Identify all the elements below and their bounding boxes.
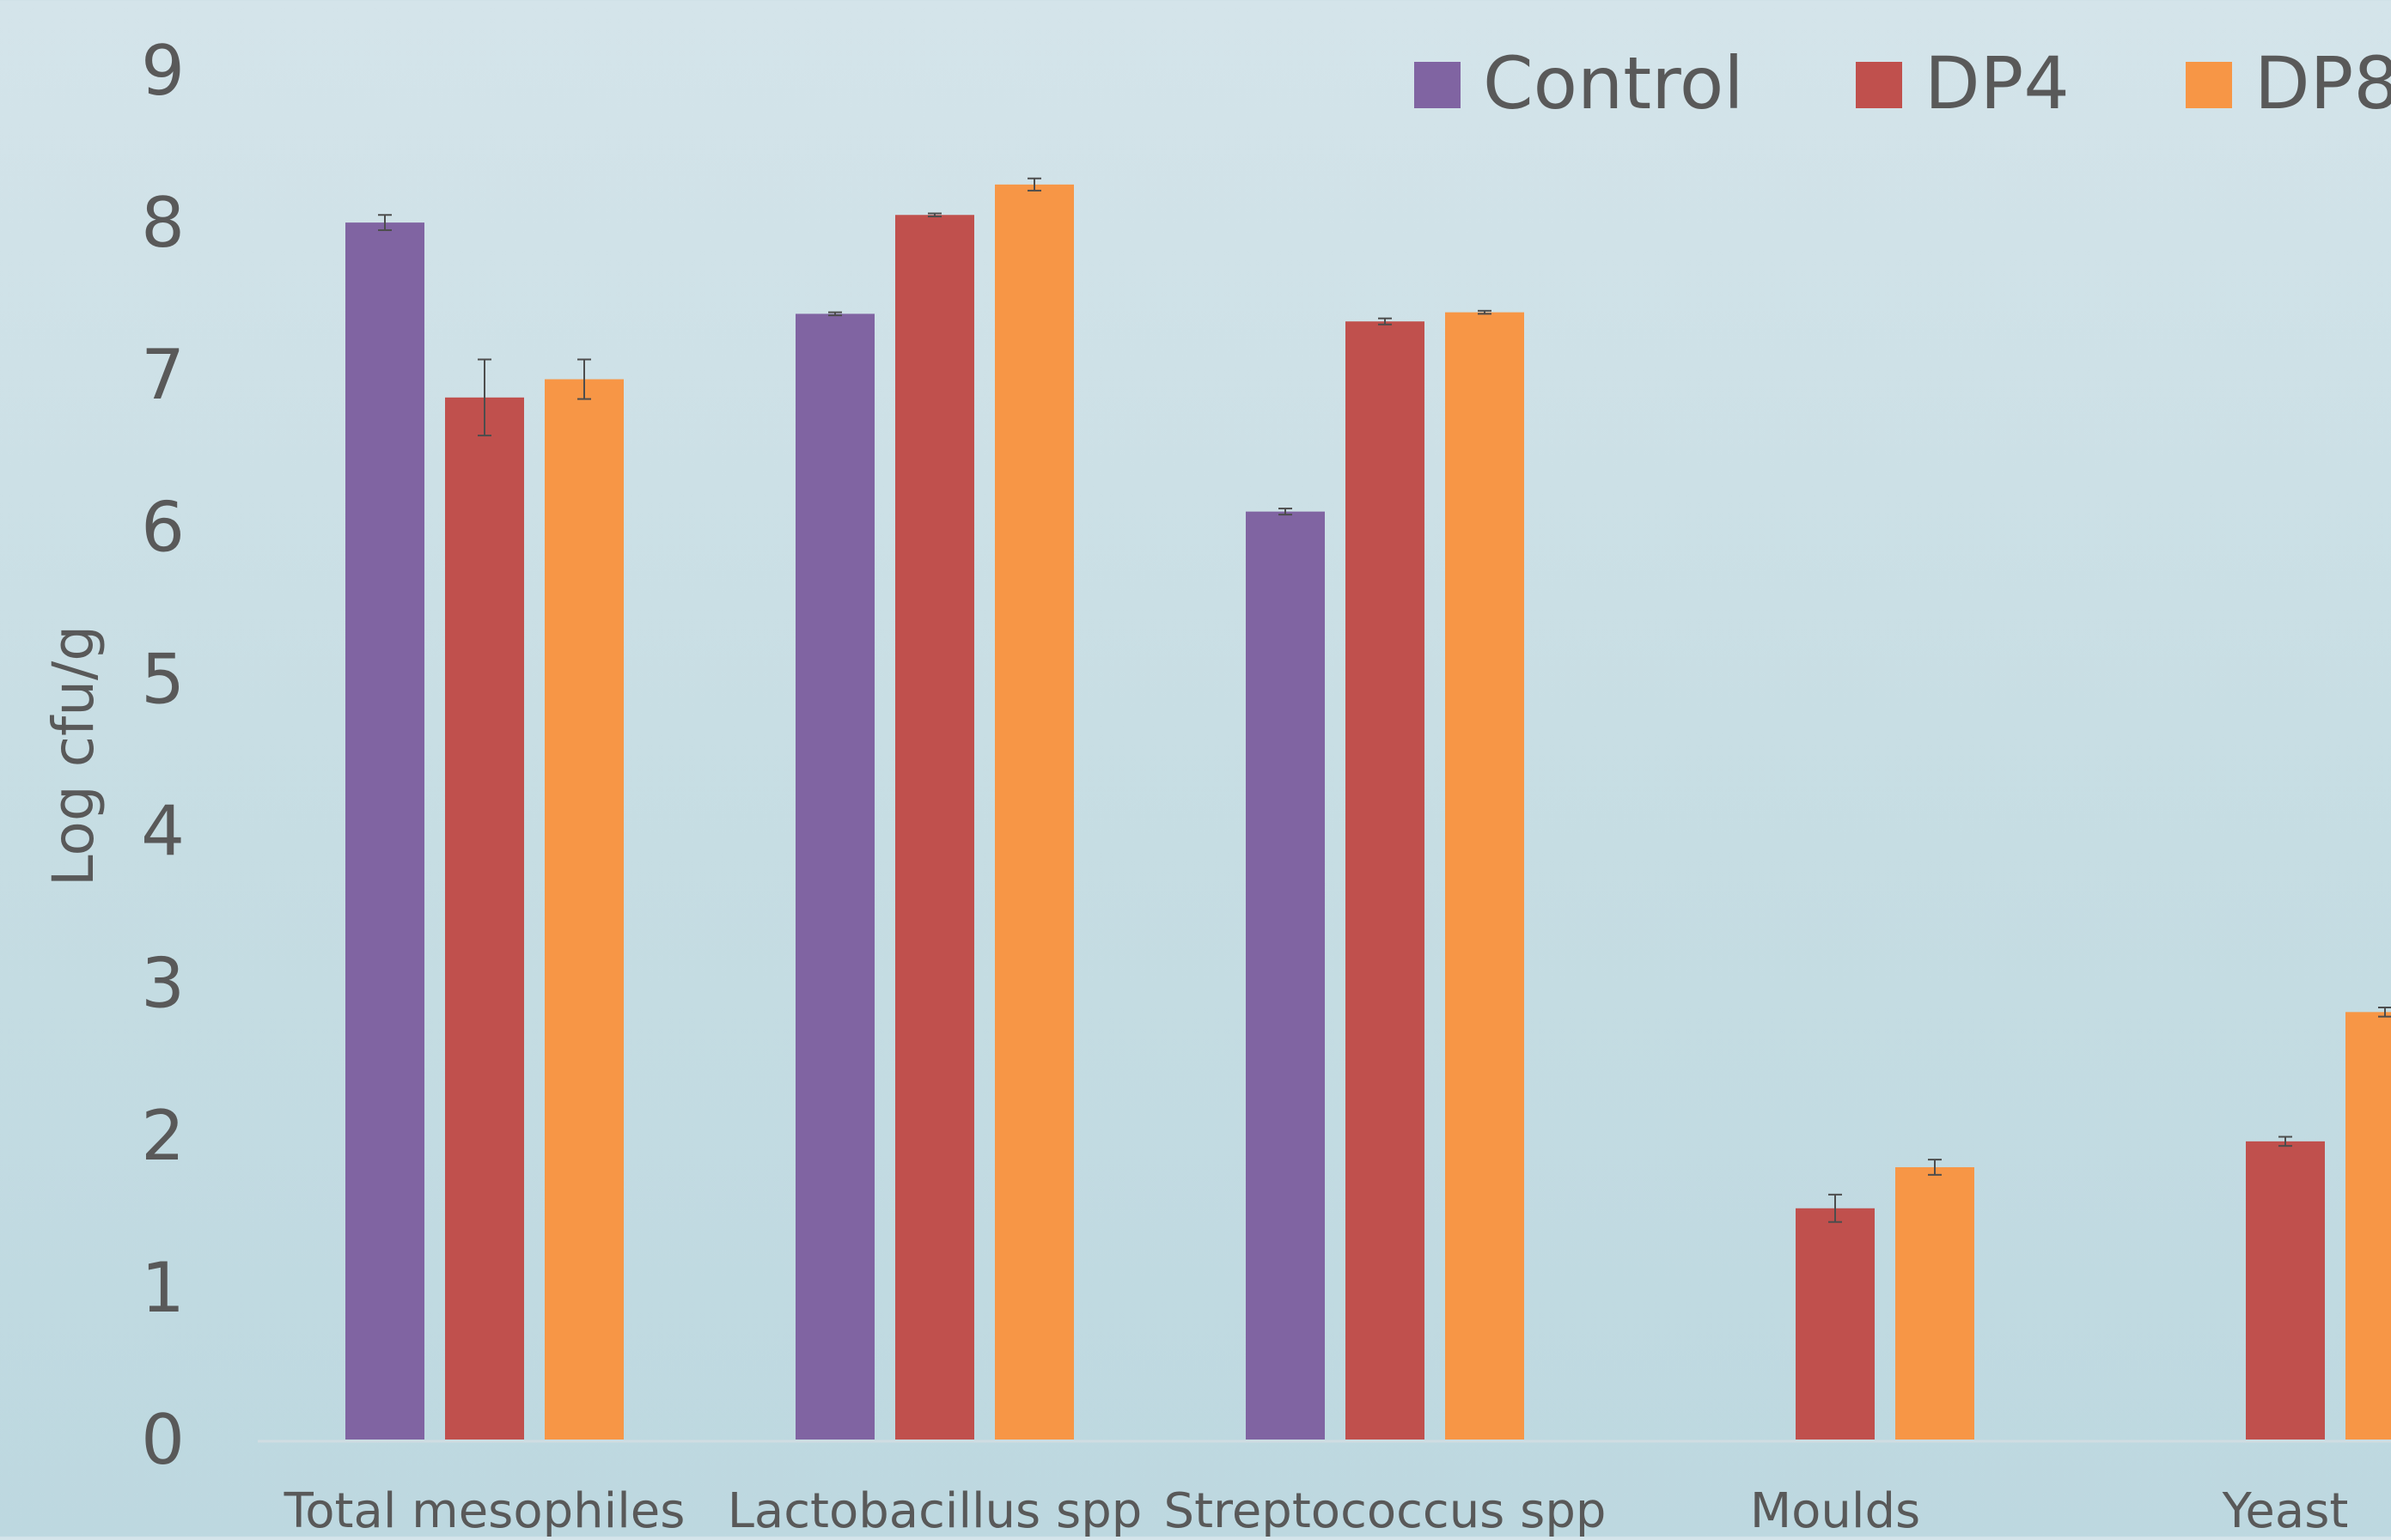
legend-item-dp8: DP8 <box>2186 41 2391 125</box>
legend-item-control: Control <box>1414 41 1744 125</box>
y-tick-label: 9 <box>141 31 185 111</box>
y-tick-label: 7 <box>141 335 185 415</box>
x-axis-category-labels: Total mesophiles Lactobacillus spp Strepto… <box>284 1483 2349 1539</box>
legend-label: DP4 <box>1924 41 2070 125</box>
y-tick-label: 6 <box>141 487 185 567</box>
y-axis-ticks: 0 1 2 3 4 5 6 7 8 9 <box>141 31 185 1480</box>
error-bar-dp8-4 <box>1928 1159 1942 1176</box>
bar-dp4-3 <box>1345 321 1424 1440</box>
error-bar-dp4-4 <box>1828 1193 1842 1223</box>
bar-control-2 <box>796 313 875 1440</box>
legend-swatch <box>1856 62 1902 108</box>
bar-dp4-1 <box>445 397 524 1440</box>
y-axis-title: Log cfu/g <box>40 625 107 886</box>
y-tick-label: 5 <box>141 639 185 719</box>
error-bar-dp4-2 <box>928 212 942 218</box>
error-bar-control-1 <box>378 214 392 231</box>
error-bar-dp8-5 <box>2378 1007 2391 1018</box>
legend-label: DP8 <box>2254 41 2391 125</box>
bar-dp8-5 <box>2345 1012 2391 1440</box>
error-bar-control-3 <box>1278 508 1292 516</box>
y-tick-label: 1 <box>141 1248 185 1328</box>
bar-control-1 <box>345 222 424 1440</box>
legend-item-dp4: DP4 <box>1856 41 2070 125</box>
legend: Control DP4 DP8 <box>1414 41 2391 125</box>
error-bar-dp4-5 <box>2278 1135 2292 1147</box>
x-category-label: Moulds <box>1750 1483 1920 1537</box>
x-category-label: Total mesophiles <box>284 1483 686 1537</box>
bar-dp8-2 <box>995 184 1074 1440</box>
error-bar-dp8-3 <box>1478 309 1491 315</box>
y-tick-label: 4 <box>141 792 185 872</box>
bar-dp8-1 <box>545 379 624 1440</box>
bar-dp4-4 <box>1796 1208 1875 1440</box>
y-tick-label: 0 <box>141 1400 185 1480</box>
error-bar-control-2 <box>828 311 842 317</box>
y-tick-label: 3 <box>141 944 185 1024</box>
error-bar-dp4-3 <box>1378 317 1392 326</box>
bar-dp4-5 <box>2246 1141 2325 1440</box>
x-category-label: Yeast <box>2222 1483 2349 1537</box>
bar-dp8-3 <box>1445 312 1524 1440</box>
x-category-label: Streptococcus spp <box>1164 1483 1607 1537</box>
error-bar-dp8-1 <box>577 358 591 400</box>
legend-label: Control <box>1483 41 1744 125</box>
bar-dp4-2 <box>895 215 974 1440</box>
bar-control-3 <box>1246 511 1325 1440</box>
y-tick-label: 8 <box>141 183 185 263</box>
bars <box>345 177 2391 1440</box>
x-category-label: Lactobacillus spp <box>728 1483 1143 1537</box>
legend-swatch <box>1414 62 1461 108</box>
bar-dp8-4 <box>1895 1166 1974 1440</box>
y-tick-label: 2 <box>141 1096 185 1176</box>
error-bar-dp4-1 <box>478 358 491 437</box>
legend-swatch <box>2186 62 2232 108</box>
error-bar-dp8-2 <box>1028 177 1041 192</box>
